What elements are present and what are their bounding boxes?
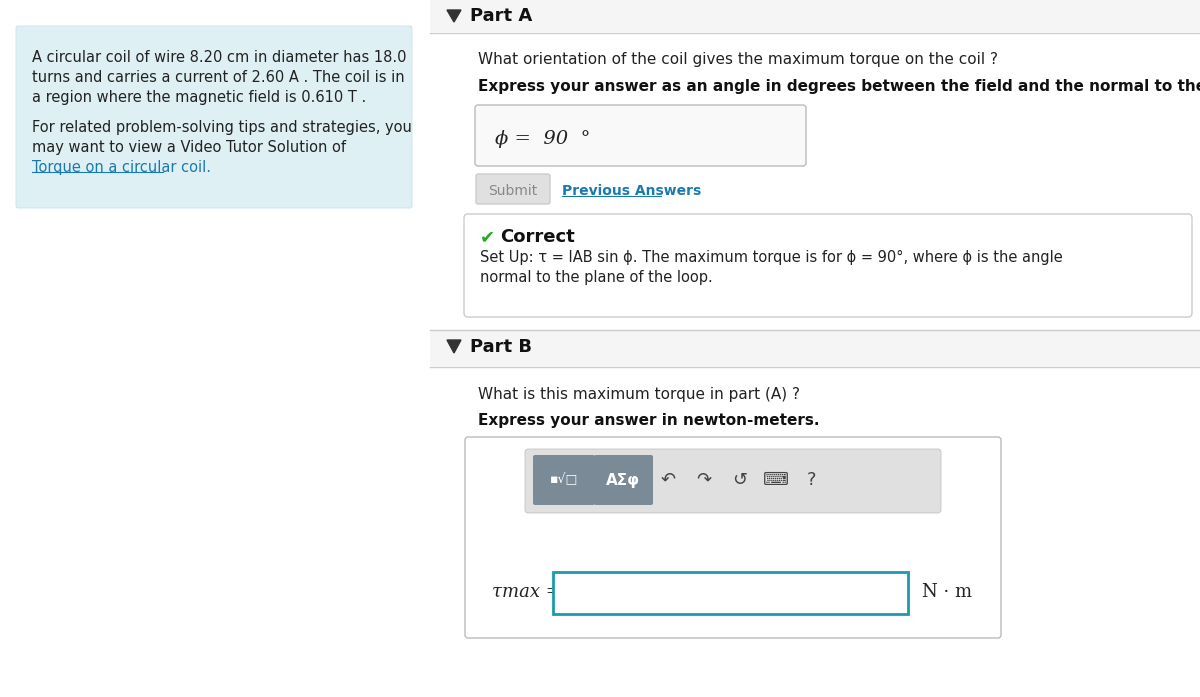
Text: Correct: Correct — [500, 228, 575, 246]
Text: AΣφ: AΣφ — [606, 473, 640, 487]
Text: What is this maximum torque in part (A) ?: What is this maximum torque in part (A) … — [478, 387, 800, 402]
Text: ⌨: ⌨ — [763, 471, 790, 489]
Text: Part A: Part A — [470, 7, 533, 25]
Text: Express your answer as an angle in degrees between the field and the normal to t: Express your answer as an angle in degre… — [478, 79, 1200, 94]
Text: turns and carries a current of 2.60 A . The coil is in: turns and carries a current of 2.60 A . … — [32, 70, 404, 85]
Text: ↷: ↷ — [696, 471, 712, 489]
Text: Submit: Submit — [488, 184, 538, 198]
Polygon shape — [446, 10, 461, 22]
FancyBboxPatch shape — [594, 455, 653, 505]
Text: ϕ =  90  °: ϕ = 90 ° — [496, 130, 590, 148]
Text: Previous Answers: Previous Answers — [562, 184, 701, 198]
Text: may want to view a Video Tutor Solution of: may want to view a Video Tutor Solution … — [32, 140, 346, 155]
Text: ✔: ✔ — [480, 228, 496, 246]
Text: Set Up: τ = IAB sin ϕ. The maximum torque is for ϕ = 90°, where ϕ is the angle: Set Up: τ = IAB sin ϕ. The maximum torqu… — [480, 250, 1063, 265]
Text: ▪√□: ▪√□ — [550, 473, 578, 487]
Bar — [430, 0, 1200, 32]
Text: What orientation of the coil gives the maximum torque on the coil ?: What orientation of the coil gives the m… — [478, 52, 998, 67]
Text: For related problem-solving tips and strategies, you: For related problem-solving tips and str… — [32, 120, 412, 135]
FancyBboxPatch shape — [526, 449, 941, 513]
FancyBboxPatch shape — [475, 105, 806, 166]
FancyBboxPatch shape — [466, 437, 1001, 638]
Text: ?: ? — [808, 471, 817, 489]
Text: normal to the plane of the loop.: normal to the plane of the loop. — [480, 270, 713, 285]
FancyBboxPatch shape — [464, 214, 1192, 317]
Text: N · m: N · m — [922, 583, 972, 601]
FancyBboxPatch shape — [553, 572, 908, 614]
Text: a region where the magnetic field is 0.610 T .: a region where the magnetic field is 0.6… — [32, 90, 366, 105]
Text: Torque on a circular coil.: Torque on a circular coil. — [32, 160, 211, 175]
Text: ↶: ↶ — [660, 471, 676, 489]
FancyBboxPatch shape — [476, 174, 550, 204]
Text: Express your answer in newton-meters.: Express your answer in newton-meters. — [478, 413, 820, 428]
Polygon shape — [446, 340, 461, 353]
FancyBboxPatch shape — [16, 26, 412, 208]
Text: τmax =: τmax = — [492, 583, 560, 601]
Bar — [430, 331, 1200, 366]
Text: A circular coil of wire 8.20 cm in diameter has 18.0: A circular coil of wire 8.20 cm in diame… — [32, 50, 407, 65]
FancyBboxPatch shape — [533, 455, 595, 505]
Text: Part B: Part B — [470, 338, 532, 356]
Text: ↺: ↺ — [732, 471, 748, 489]
